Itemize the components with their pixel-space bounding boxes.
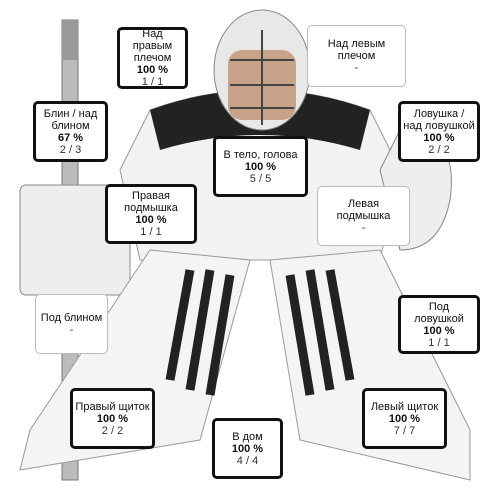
zone-count: 2 / 3: [60, 144, 81, 156]
zone-count: 1 / 1: [142, 76, 163, 88]
zone-box: Над левым плечом-: [307, 25, 406, 87]
zone-percent: 100 %: [135, 214, 166, 226]
zone-count: -: [355, 62, 359, 74]
zone-label: Ловушка / над ловушкой: [403, 108, 475, 132]
zone-percent: 100 %: [389, 413, 420, 425]
zone-count: 2 / 2: [428, 144, 449, 156]
zone-count: 5 / 5: [250, 173, 271, 185]
zone-label: Блин / над блином: [38, 108, 103, 132]
zone-label: Над правым плечом: [122, 28, 183, 64]
zone-box: Под блином-: [35, 294, 108, 354]
stick-tape: [62, 20, 78, 60]
zone-label: Левая подмышка: [320, 198, 407, 222]
zone-count: 4 / 4: [237, 455, 258, 467]
zone-label: В дом: [232, 431, 263, 443]
zone-count: -: [362, 222, 366, 234]
zone-percent: 100 %: [423, 325, 454, 337]
zone-label: Под блином: [41, 312, 102, 324]
zone-percent: 100 %: [137, 64, 168, 76]
zone-percent: 100 %: [245, 161, 276, 173]
zone-percent: 67 %: [58, 132, 83, 144]
zone-label: Над левым плечом: [310, 38, 403, 62]
zone-count: 1 / 1: [428, 337, 449, 349]
zone-count: 7 / 7: [394, 425, 415, 437]
zone-label: В тело, голова: [224, 149, 298, 161]
zone-percent: 100 %: [232, 443, 263, 455]
zone-label: Левый щиток: [371, 401, 438, 413]
zone-box: Левая подмышка-: [317, 186, 410, 246]
zone-label: Под ловушкой: [403, 301, 475, 325]
zone-percent: 100 %: [97, 413, 128, 425]
zone-label: Правая подмышка: [110, 190, 192, 214]
goalie-zones: Над правым плечом100 %1 / 1Над левым пле…: [0, 0, 482, 499]
zone-label: Правый щиток: [75, 401, 149, 413]
zone-count: -: [70, 324, 74, 336]
zone-percent: 100 %: [423, 132, 454, 144]
zone-count: 2 / 2: [102, 425, 123, 437]
zone-count: 1 / 1: [140, 226, 161, 238]
